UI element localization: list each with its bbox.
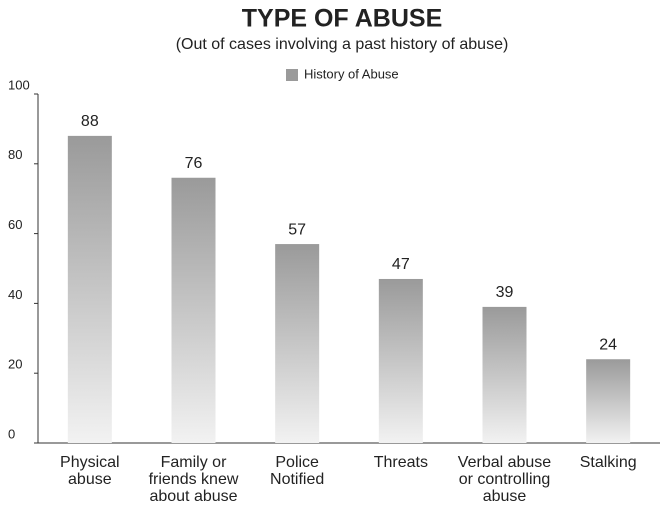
x-tick-label-line: friends knew (149, 471, 239, 488)
x-tick-label: Stalking (580, 454, 637, 471)
chart-title: TYPE OF ABUSE (242, 5, 443, 33)
x-tick-label-line: Physical (60, 454, 120, 471)
x-tick-label-line: Stalking (580, 454, 637, 471)
x-tick-label: Physical abuse (60, 454, 120, 488)
bar (67, 135, 112, 443)
y-tick-label: 60 (8, 217, 22, 232)
x-tick-label-line: Police (275, 454, 319, 471)
x-tick-label-line: Family or (161, 454, 227, 471)
y-tick-label: 0 (8, 426, 15, 441)
y-tick-label: 20 (8, 357, 22, 372)
x-tick-label-line: Threats (374, 454, 428, 471)
x-tick-label-line: Verbal abuse (458, 454, 552, 471)
value-label: 88 (81, 113, 99, 130)
y-tick-label: 40 (8, 287, 22, 302)
bar (586, 359, 631, 443)
value-label: 57 (288, 221, 306, 238)
legend-label: History of Abuse (304, 66, 399, 81)
bar (482, 306, 527, 443)
y-tick-label: 100 (8, 77, 30, 92)
value-label: 39 (496, 284, 514, 301)
y-tick-label: 80 (8, 147, 22, 162)
x-tick-label: Police Notified (270, 454, 324, 488)
x-tick-label: Family or friends knew about abuse (149, 454, 239, 505)
bar (171, 177, 216, 443)
value-label: 47 (392, 256, 410, 273)
x-tick-label-line: abuse (68, 471, 112, 488)
chart-subtitle: (Out of cases involving a past history o… (176, 36, 509, 53)
value-label: 24 (599, 336, 617, 353)
x-tick-label-line: Notified (270, 471, 324, 488)
x-tick-label-line: abuse (483, 488, 527, 505)
x-tick-label: Verbal abuse or controlling abuse (458, 454, 552, 505)
x-tick-label: Threats (374, 454, 428, 471)
legend-swatch (286, 69, 298, 81)
x-tick-label-line: about abuse (149, 488, 237, 505)
value-label: 76 (185, 155, 203, 172)
bar (275, 244, 320, 443)
bar (378, 278, 423, 443)
x-tick-label-line: or controlling (459, 471, 551, 488)
